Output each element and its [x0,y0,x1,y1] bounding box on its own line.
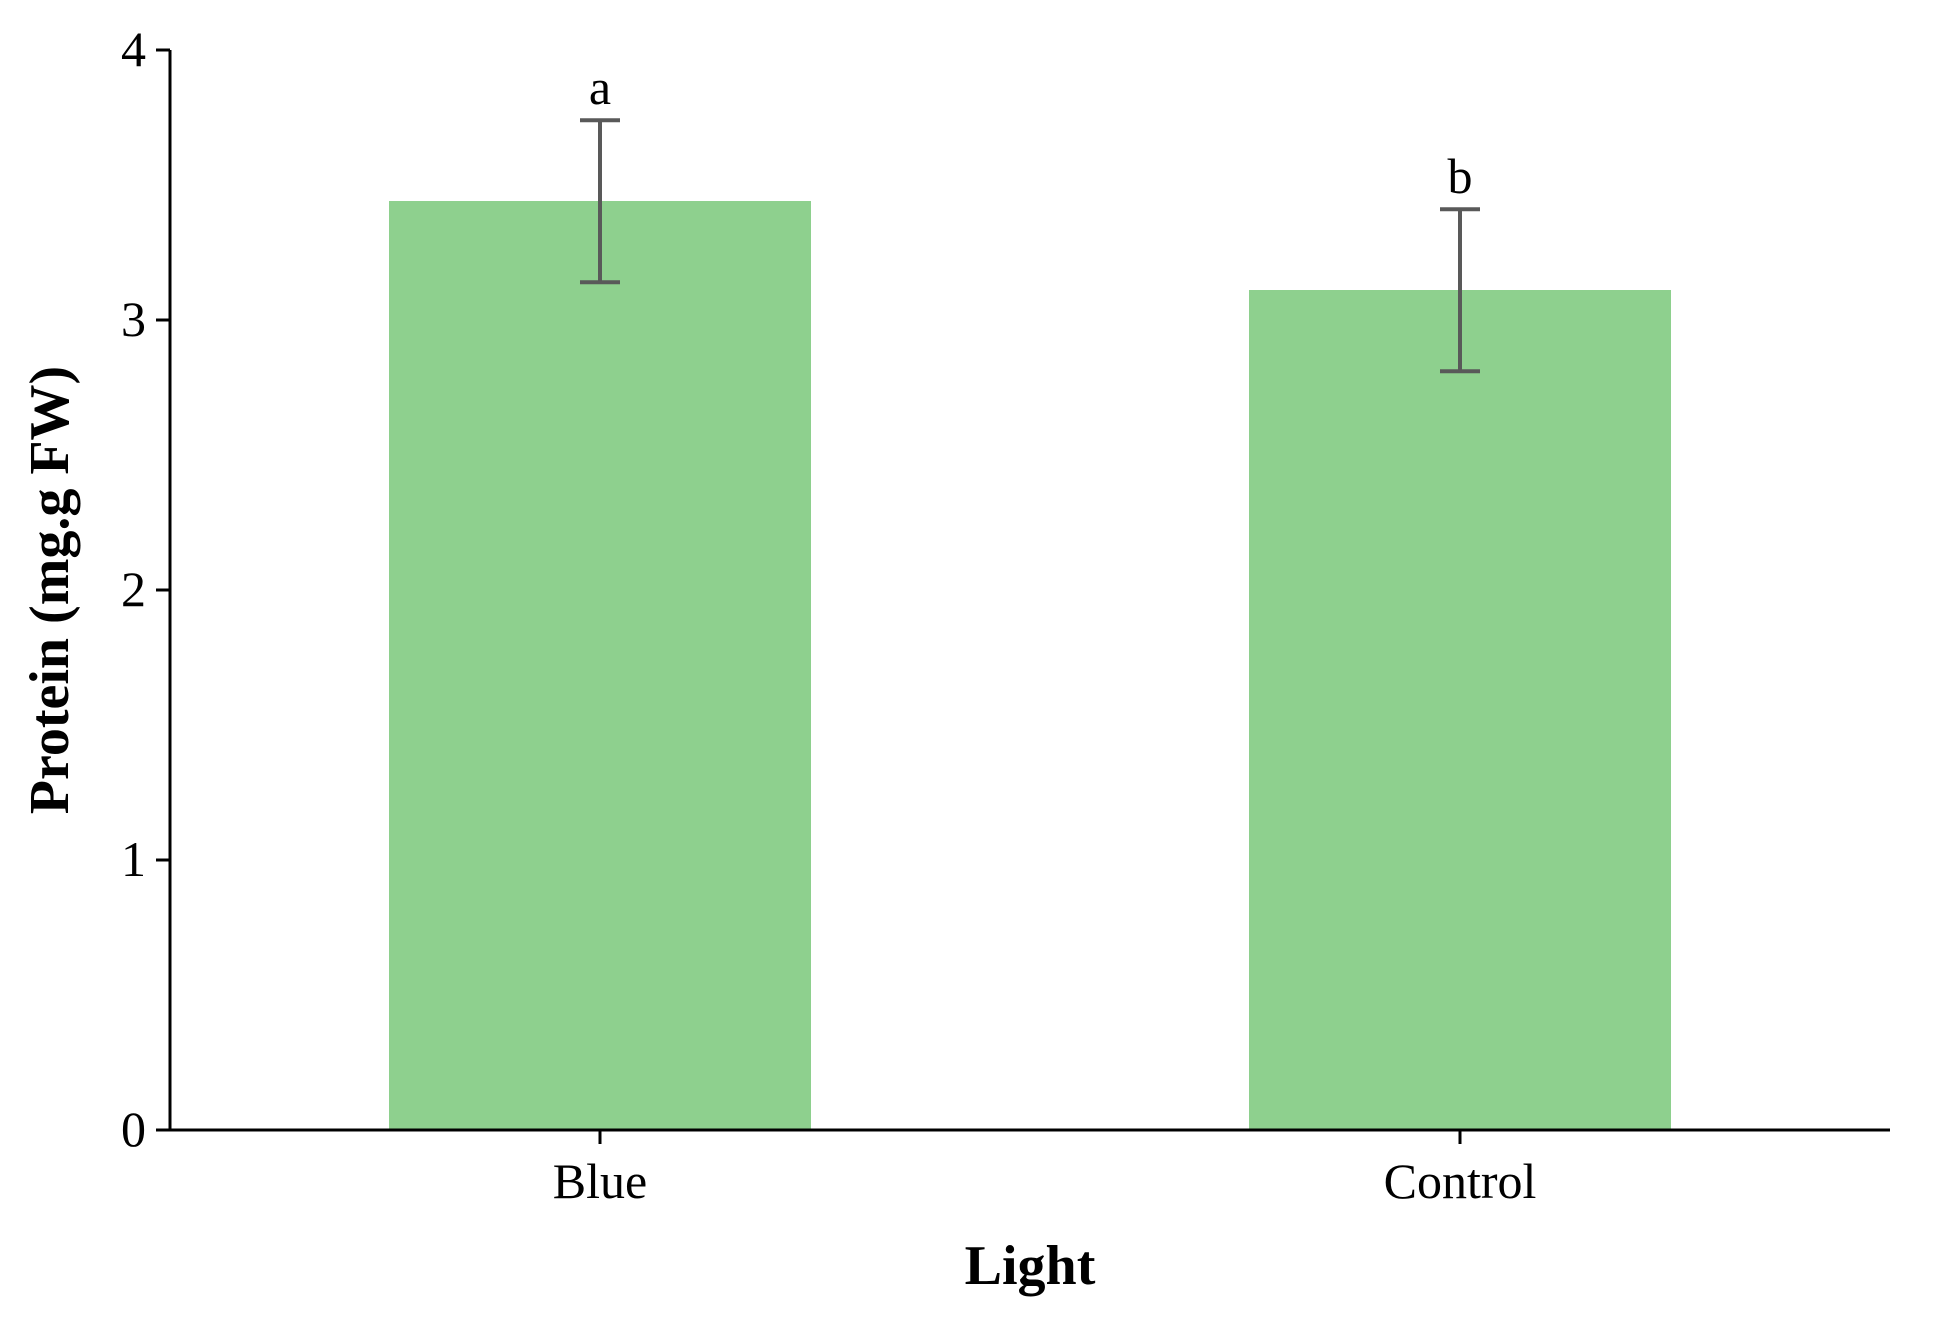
y-tick-label: 1 [121,830,146,888]
y-tick-label: 2 [121,560,146,618]
y-tick-label: 4 [121,20,146,78]
x-category-label: Control [1260,1152,1660,1210]
x-axis-title: Light [630,1234,1430,1298]
y-tick-label: 0 [121,1100,146,1158]
y-tick-label: 3 [121,290,146,348]
axes-svg [0,0,1939,1342]
y-axis-title: Protein (mg.g FW) [18,366,82,814]
x-category-label: Blue [400,1152,800,1210]
significance-letter: b [1400,147,1520,205]
significance-letter: a [540,58,660,116]
protein-bar-chart: Protein (mg.g FW) Light 0 1 2 3 4 Blue a Contro… [0,0,1939,1342]
